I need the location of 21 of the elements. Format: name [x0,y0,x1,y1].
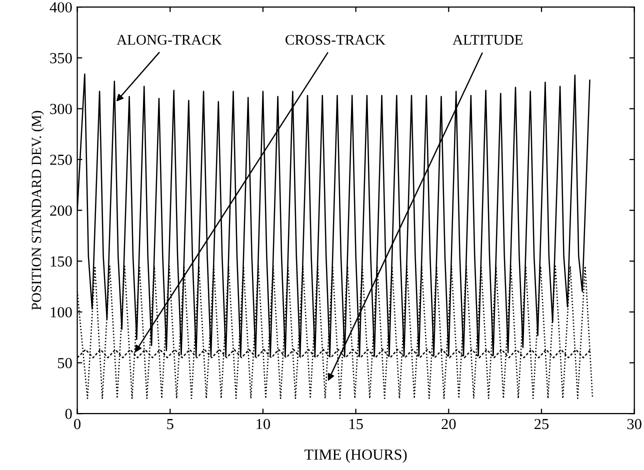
x-tick-label: 20 [442,418,456,430]
y-tick-label: 350 [50,53,72,64]
x-tick-label: 5 [167,419,174,430]
y-tick-label: 400 [50,2,72,12]
y-tick-label: 250 [50,154,72,165]
x-tick-label: 0 [74,418,81,430]
y-tick-label: 150 [50,256,72,267]
y-axis-title: POSITION STANDARD DEV. (M) [31,110,44,310]
x-tick-label: 25 [534,418,549,430]
annotation: CROSS-TRACK [286,34,386,45]
x-axis-title: TIME (HOURS) [304,448,407,463]
x-tick-label: 30 [627,418,642,430]
annotation: ALTITUDE [452,34,522,45]
y-tick-label: 50 [58,358,72,368]
annotation: ALONG-TRACK [116,34,222,45]
y-tick-label: 300 [50,104,72,114]
y-tick-label: 200 [50,205,72,216]
y-tick-label: 0 [65,408,72,420]
y-tick-label: 100 [50,307,72,318]
x-tick-label: 10 [256,418,270,430]
x-tick-label: 15 [350,418,363,430]
